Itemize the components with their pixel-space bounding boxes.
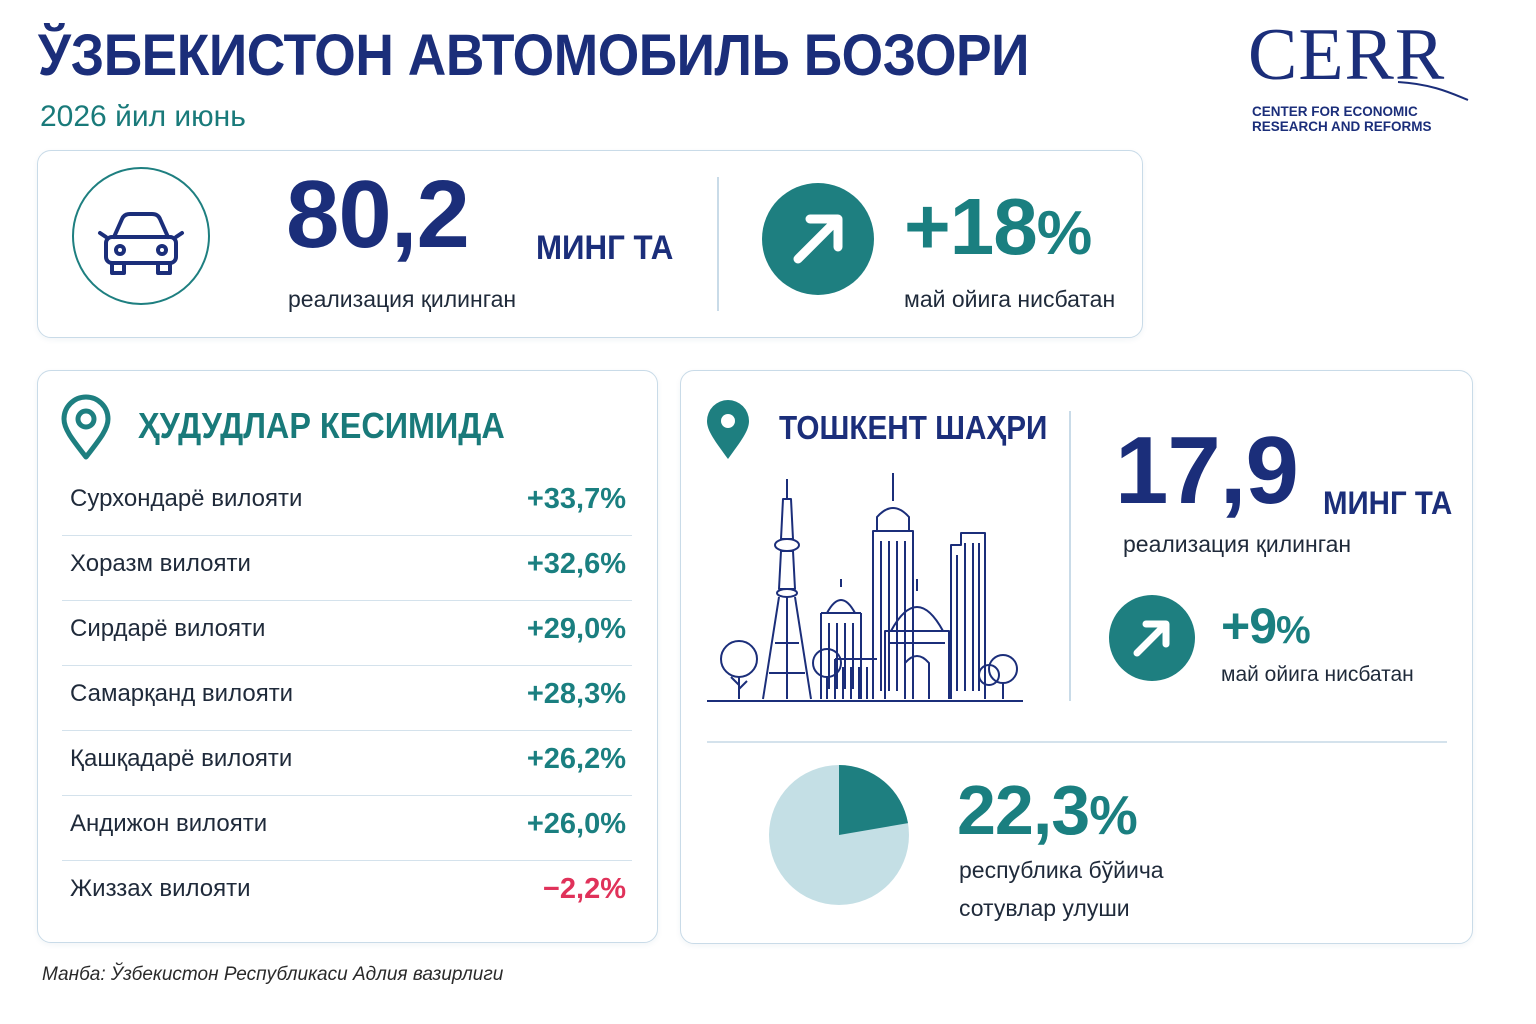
region-growth-value: +28,3% [526, 678, 626, 710]
region-name: Қашқадарё вилояти [70, 745, 293, 772]
arrow-up-right-icon [1133, 620, 1170, 657]
region-name: Сурхондарё вилояти [70, 485, 303, 512]
logo-line-2: RESEARCH AND REFORMS [1252, 119, 1432, 134]
tashkent-sales-caption: реализация қилинган [1123, 531, 1352, 557]
regions-list: Сурхондарё вилояти +33,7% Хоразм вилояти +3… [62, 471, 632, 926]
tashkent-growth-caption: май ойига нисбатан [1221, 663, 1414, 686]
region-name: Андижон вилояти [70, 810, 268, 837]
tashkent-share-sign: % [1089, 785, 1138, 846]
region-growth-value: +33,7% [526, 483, 626, 515]
total-growth-sign: % [1036, 199, 1092, 268]
total-growth-caption: май ойига нисбатан [904, 286, 1116, 312]
region-growth-value: +26,0% [526, 808, 626, 840]
tashkent-card: ТОШКЕНТ ШАҲРИ [680, 370, 1473, 944]
total-growth-value: +18% [904, 182, 1092, 276]
pie-slice-share [839, 765, 908, 835]
tashkent-growth-value: +9% [1221, 598, 1311, 658]
car-icon-circle [72, 167, 210, 305]
region-row: Самарқанд вилояти +28,3% [62, 666, 632, 731]
region-name: Сирдарё вилояти [70, 615, 266, 642]
growth-arrow-badge [762, 183, 874, 295]
region-row: Хоразм вилояти +32,6% [62, 536, 632, 601]
pie-chart-icon [769, 765, 909, 905]
region-row: Сурхондарё вилояти +33,7% [62, 471, 632, 536]
tashkent-growth-sign: % [1276, 609, 1311, 652]
total-sales-unit: МИНГ ТА [536, 229, 674, 267]
logo-line-1: CENTER FOR ECONOMIC [1252, 104, 1418, 119]
total-sales-value: 80,2 [286, 161, 470, 268]
city-skyline-icon [707, 473, 1023, 702]
page-title: ЎЗБЕКИСТОН АВТОМОБИЛЬ БОЗОРИ [38, 23, 1030, 88]
tashkent-growth-number: +9 [1221, 598, 1277, 654]
regions-title: ҲУДУДЛАР КЕСИМИДА [138, 405, 505, 446]
location-pin-icon [61, 394, 111, 460]
location-pin-icon [707, 400, 749, 459]
arrow-up-right-icon [793, 214, 843, 264]
tashkent-share-caption-1: республика бўйича [959, 857, 1164, 883]
total-growth-number: +18 [904, 182, 1038, 271]
tashkent-share-number: 22,3 [957, 771, 1090, 849]
region-row: Сирдарё вилояти +29,0% [62, 601, 632, 666]
logo-subtitle: CENTER FOR ECONOMIC RESEARCH AND REFORMS [1252, 104, 1432, 134]
region-name: Самарқанд вилояти [70, 680, 294, 707]
region-row: Қашқадарё вилояти +26,2% [62, 731, 632, 796]
source-note: Манба: Ўзбекистон Республикаси Адлия ваз… [42, 964, 504, 985]
total-sales-caption: реализация қилинган [288, 286, 517, 312]
logo-swoosh-icon [1397, 81, 1469, 101]
region-name: Хоразм вилояти [70, 550, 251, 577]
region-row: Жиззах вилояти −2,2% [62, 861, 632, 926]
tashkent-hdivider [707, 741, 1447, 743]
car-icon [98, 212, 184, 275]
tashkent-growth-arrow-badge [1109, 595, 1195, 681]
region-growth-value: +26,2% [526, 743, 626, 775]
regions-card: ҲУДУДЛАР КЕСИМИДА Сурхондарё вилояти +33,… [37, 370, 658, 943]
region-growth-value: +29,0% [526, 613, 626, 645]
page-subtitle: 2026 йил июнь [40, 100, 246, 133]
region-growth-value: −2,2% [542, 873, 626, 905]
region-row: Андижон вилояти +26,0% [62, 796, 632, 861]
summary-card: 80,2 МИНГ ТА реализация қилинган +18% ма… [37, 150, 1143, 338]
tashkent-sales-unit: МИНГ ТА [1323, 485, 1453, 521]
tashkent-title: ТОШКЕНТ ШАҲРИ [779, 409, 1048, 446]
tashkent-divider [1069, 411, 1071, 701]
tashkent-share-value: 22,3% [957, 771, 1138, 853]
region-name: Жиззах вилояти [70, 875, 251, 902]
summary-divider [717, 177, 719, 311]
tashkent-sales-value: 17,9 [1115, 417, 1299, 524]
region-growth-value: +32,6% [526, 548, 626, 580]
tashkent-share-caption-2: сотувлар улуши [959, 895, 1130, 921]
logo-wordmark: CERR [1248, 14, 1446, 96]
cerr-logo: CERR CENTER FOR ECONOMIC RESEARCH AND RE… [1248, 14, 1488, 134]
